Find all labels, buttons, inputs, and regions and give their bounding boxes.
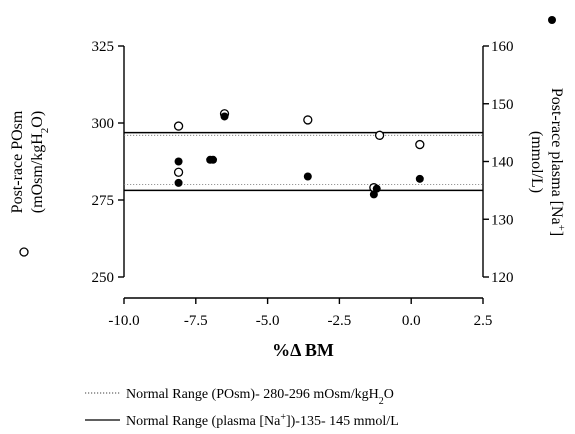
x-axis-label: %Δ BM [272,340,334,360]
x-tick-label: 0.0 [402,313,421,329]
posm-point [415,139,425,150]
left-y-tick-label: 325 [92,39,115,55]
posm-point [303,115,313,125]
right-y-tick-label: 140 [491,155,514,171]
left-axis-marker-open [19,247,29,257]
right-y-tick-label: 130 [491,212,514,228]
right-y-label-line2: (mmol/L) [528,131,545,193]
sodium-point [303,172,312,181]
sodium-point [209,155,218,164]
posm-point [173,167,184,177]
right-y-tick-label: 150 [491,97,514,113]
legend-entry-posm: Normal Range (POsm)- 280-296 mOsm/kgH2O [126,387,394,407]
data-points [173,109,425,199]
x-tick-label: -7.5 [184,313,208,329]
right-y-axis-label: Post-race plasma [Na+] (mmol/L) [528,88,567,236]
left-y-label-line2: (mOsm/kgH2O) [29,111,51,213]
sodium-point [220,112,229,121]
sodium-point [372,184,381,193]
reference-lines [124,131,483,192]
left-y-axis-label: Post-race POsm (mOsm/kgH2O) [9,110,51,213]
x-tick-label: -10.0 [108,313,139,329]
left-y-axis-ticks: 250 275 300 325 [92,39,124,286]
left-y-tick-label: 300 [92,116,115,132]
posm-point [173,121,184,131]
right-y-tick-label: 120 [491,270,514,286]
x-tick-label: 2.5 [474,313,493,329]
x-tick-label: -2.5 [328,313,352,329]
x-tick-label: -5.0 [256,313,280,329]
legend: Normal Range (POsm)- 280-296 mOsm/kgH2O … [85,387,399,429]
left-y-tick-label: 250 [92,270,115,286]
right-y-axis-ticks: 120 130 140 150 160 [483,39,514,286]
sodium-point [174,157,183,166]
right-axis-marker-filled [548,16,556,24]
legend-entry-sodium: Normal Range (plasma [Na+])-135- 145 mmo… [126,412,399,430]
left-y-tick-label: 275 [92,193,115,209]
x-axis-ticks: -10.0 -7.5 -5.0 -2.5 0.0 2.5 [108,298,492,329]
left-y-label-line1: Post-race POsm [9,110,26,213]
sodium-point [415,174,424,183]
posm-point [374,130,385,140]
right-y-label-line1: Post-race plasma [Na+] [548,88,567,236]
sodium-point [174,178,183,187]
right-y-tick-label: 160 [491,39,514,55]
